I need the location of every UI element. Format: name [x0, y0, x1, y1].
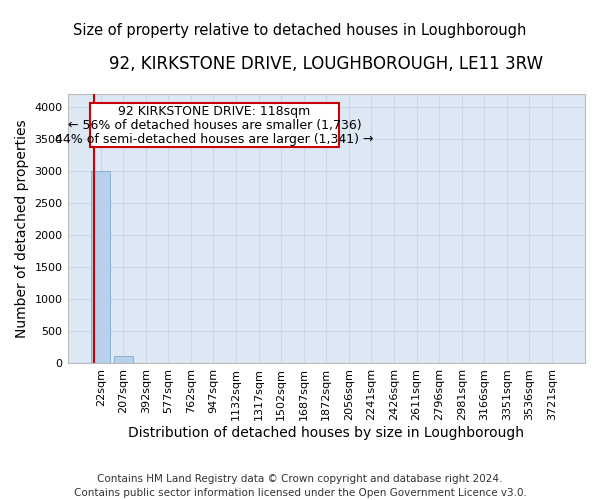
Text: Size of property relative to detached houses in Loughborough: Size of property relative to detached ho… — [73, 22, 527, 38]
X-axis label: Distribution of detached houses by size in Loughborough: Distribution of detached houses by size … — [128, 426, 524, 440]
Bar — [91, 171, 110, 364]
Y-axis label: Number of detached properties: Number of detached properties — [15, 120, 29, 338]
Bar — [113, 356, 133, 364]
FancyBboxPatch shape — [91, 103, 338, 146]
Text: 44% of semi-detached houses are larger (1,341) →: 44% of semi-detached houses are larger (… — [55, 132, 374, 145]
Text: ← 56% of detached houses are smaller (1,736): ← 56% of detached houses are smaller (1,… — [68, 119, 361, 132]
Text: Contains HM Land Registry data © Crown copyright and database right 2024.
Contai: Contains HM Land Registry data © Crown c… — [74, 474, 526, 498]
Title: 92, KIRKSTONE DRIVE, LOUGHBOROUGH, LE11 3RW: 92, KIRKSTONE DRIVE, LOUGHBOROUGH, LE11 … — [109, 55, 544, 73]
Text: 92 KIRKSTONE DRIVE: 118sqm: 92 KIRKSTONE DRIVE: 118sqm — [118, 105, 311, 118]
